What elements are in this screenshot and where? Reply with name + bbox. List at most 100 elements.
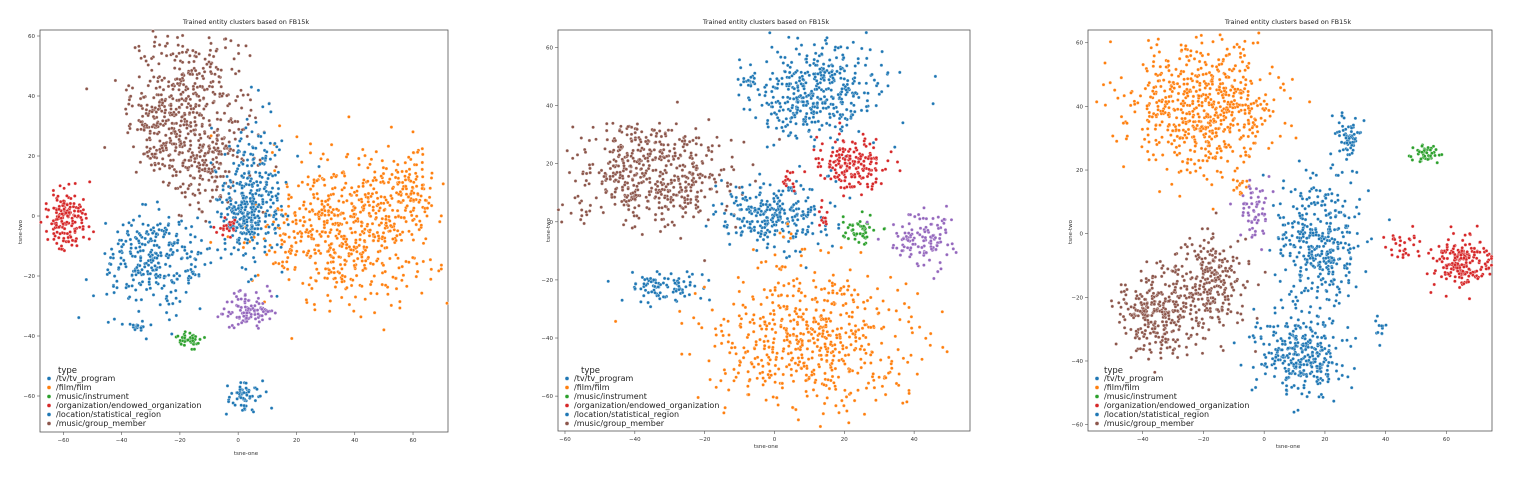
scatter-point [178, 123, 183, 128]
scatter-point [260, 175, 264, 180]
scatter-point [278, 233, 282, 238]
scatter-point [632, 173, 637, 177]
scatter-point [871, 182, 875, 186]
scatter-point [817, 127, 822, 132]
scatter-point [817, 161, 821, 165]
scatter-point [180, 102, 184, 107]
scatter-point [197, 132, 202, 137]
scatter-point [794, 95, 799, 100]
scatter-point [824, 219, 828, 224]
scatter-point [186, 338, 190, 342]
scatter-point [251, 255, 256, 260]
scatter-point [193, 68, 198, 73]
scatter-point [910, 330, 915, 335]
scatter-point [289, 195, 294, 200]
scatter-point [848, 391, 853, 395]
scatter-point [640, 275, 645, 280]
scatter-point [339, 234, 344, 239]
scatter-point [174, 121, 179, 126]
scatter-point [127, 295, 132, 299]
scatter-point [746, 83, 751, 87]
scatter-point [355, 249, 359, 254]
scatter-point [827, 77, 831, 82]
scatter-point [49, 222, 54, 226]
scatter-point [381, 231, 386, 235]
scatter-point [231, 401, 235, 405]
scatter-point [868, 47, 872, 52]
scatter-point [782, 249, 786, 254]
scatter-point [801, 187, 806, 192]
scatter-point [191, 271, 195, 276]
chart-panel-1: Trained entity clusters based on FB15k t… [0, 0, 480, 488]
scatter-point [579, 136, 584, 140]
scatter-point [238, 288, 243, 293]
scatter-point [141, 222, 145, 226]
scatter-point [163, 98, 167, 103]
scatter-point [826, 291, 831, 295]
scatter-point [909, 315, 914, 319]
scatter-point [337, 255, 341, 259]
scatter-point [358, 232, 363, 237]
scatter-point [853, 109, 857, 114]
scatter-point [322, 177, 326, 182]
scatter-point [741, 196, 745, 201]
scatter-point [626, 124, 630, 129]
scatter-point [329, 242, 333, 246]
scatter-point [138, 256, 143, 260]
scatter-point [861, 132, 865, 136]
scatter-point [209, 225, 213, 229]
scatter-point [772, 199, 777, 204]
scatter-point [725, 225, 729, 230]
scatter-point [775, 116, 780, 120]
scatter-point [849, 101, 854, 105]
scatter-point [758, 185, 762, 190]
scatter-point [838, 121, 842, 125]
scatter-point [810, 327, 815, 332]
scatter-point [1163, 104, 1167, 109]
scatter-point [746, 78, 751, 83]
scatter-point [155, 243, 159, 248]
scatter-point [784, 364, 789, 369]
scatter-point [771, 340, 776, 345]
scatter-point [223, 152, 227, 157]
scatter-point [815, 59, 820, 63]
scatter-point [254, 290, 259, 295]
scatter-point [244, 44, 248, 48]
scatter-point [1186, 132, 1191, 136]
scatter-point [115, 279, 119, 283]
scatter-point [380, 235, 385, 239]
y-tick-label: −20 [1071, 295, 1083, 301]
scatter-point [170, 112, 174, 117]
scatter-point [407, 260, 411, 264]
legend-label: /music/instrument [574, 392, 647, 401]
scatter-point [833, 366, 838, 371]
x-tick-label: 20 [1321, 437, 1328, 443]
scatter-point [372, 187, 376, 191]
scatter-point [640, 232, 645, 237]
scatter-point [938, 232, 942, 237]
scatter-point [738, 225, 743, 230]
scatter-point [241, 196, 245, 200]
scatter-point [139, 127, 143, 132]
scatter-point [260, 379, 265, 383]
scatter-point [817, 365, 822, 369]
scatter-point [209, 41, 213, 46]
scatter-point [771, 85, 775, 89]
scatter-point [73, 181, 77, 186]
scatter-point [178, 170, 182, 174]
scatter-point [1179, 43, 1183, 47]
scatter-point [637, 181, 641, 185]
scatter-point [698, 172, 703, 176]
scatter-point [137, 48, 142, 53]
scatter-point [768, 77, 773, 81]
scatter-point [414, 222, 418, 227]
scatter-point [256, 312, 260, 316]
scatter-point [864, 144, 868, 149]
scatter-point [352, 309, 356, 313]
scatter-point [1211, 207, 1215, 211]
scatter-point [121, 242, 126, 247]
scatter-point [244, 126, 248, 130]
scatter-point [673, 281, 677, 285]
scatter-point [813, 120, 817, 124]
scatter-point [660, 206, 664, 210]
